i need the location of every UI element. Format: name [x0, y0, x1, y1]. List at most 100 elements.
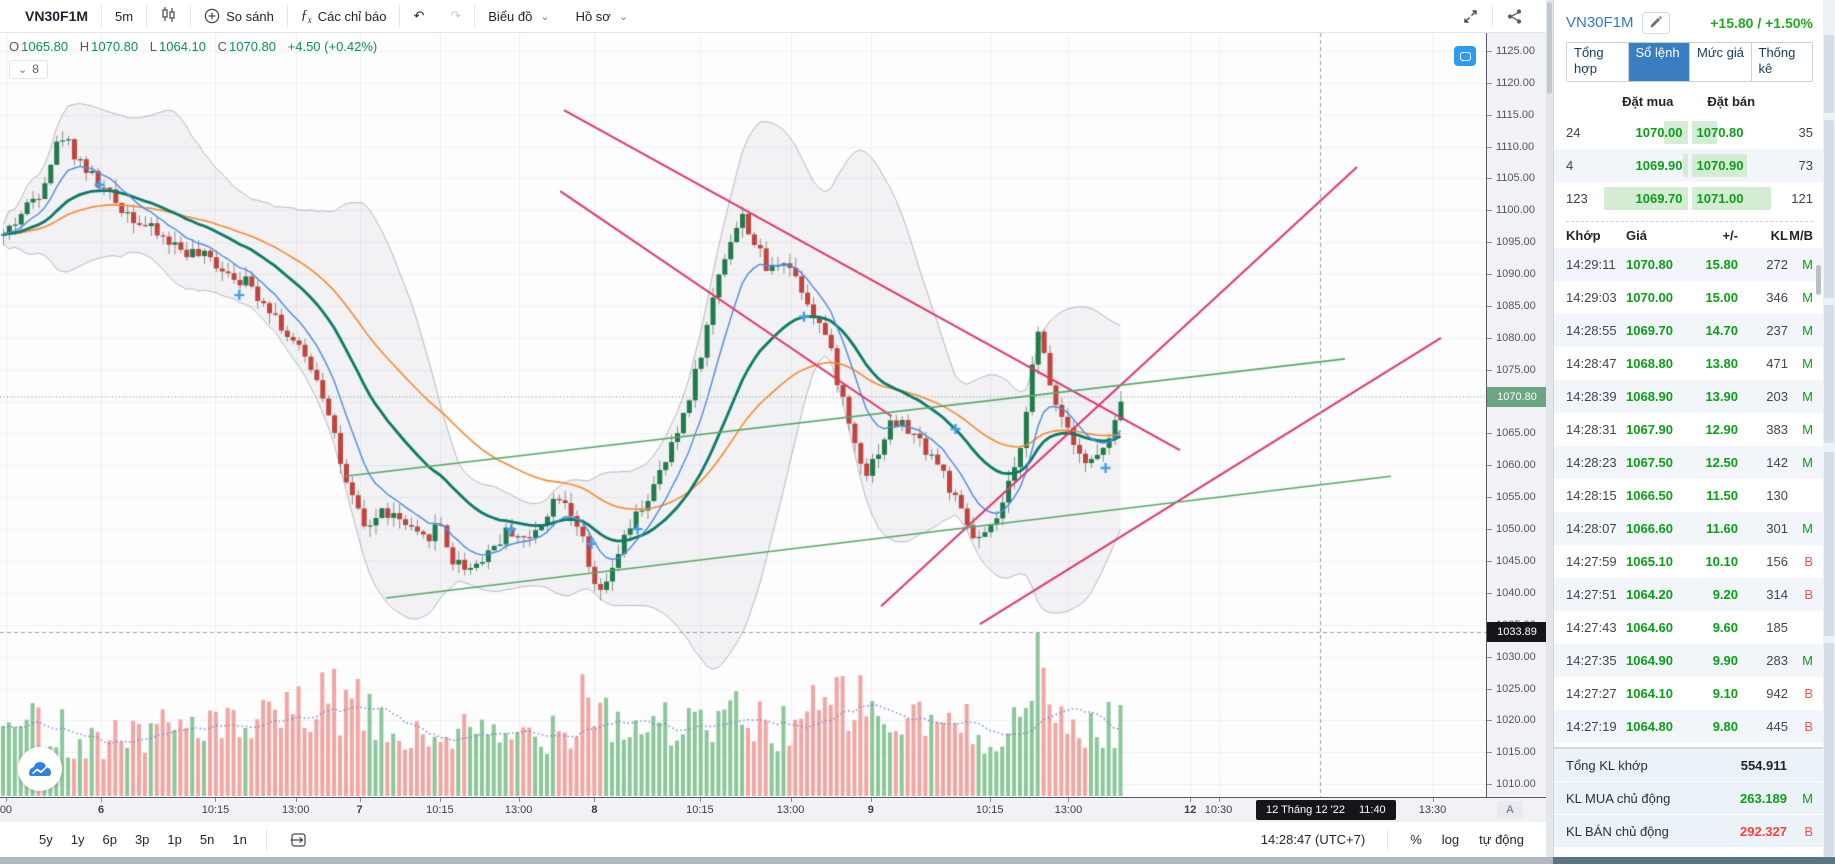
- tab-Mức giá[interactable]: Mức giá: [1690, 43, 1752, 81]
- fx-icon: ƒx: [300, 7, 312, 25]
- time-tick: [870, 798, 872, 802]
- compare-button[interactable]: So sánh: [191, 0, 287, 32]
- trade-time: 14:27:19: [1566, 719, 1617, 734]
- redo-icon: ↷: [450, 8, 462, 23]
- trade-row: 14:28:15 1066.50 11.50 130: [1554, 479, 1823, 512]
- price-tick-label: 1040.00: [1487, 586, 1536, 599]
- trade-time: 14:27:51: [1566, 587, 1617, 602]
- range-button-5n[interactable]: 5n: [199, 832, 215, 847]
- time-tick: [215, 798, 217, 802]
- tab-Tổng hợp[interactable]: Tổng hợp: [1567, 43, 1629, 81]
- range-button-1y[interactable]: 1y: [70, 832, 85, 847]
- trades-list: 14:29:11 1070.80 15.80 272 M 14:29:03 1070.00 1…: [1554, 248, 1823, 743]
- trade-time: 14:28:31: [1566, 422, 1617, 437]
- indicators-collapse-chip[interactable]: ⌄ 8: [9, 60, 48, 79]
- price-axis[interactable]: 1010.001015.001020.001025.001030.001035.…: [1486, 33, 1547, 797]
- trade-side: B: [1804, 587, 1813, 602]
- price-tick-label: 1095.00: [1487, 236, 1536, 249]
- market-depth-panel: VN30F1M +15.80 / +1.50% Tổng hợp Sổ lệnh M…: [1553, 0, 1823, 857]
- trade-price: 1064.80: [1626, 719, 1673, 734]
- order-book-row[interactable]: 24 1070.00 1070.80 35: [1554, 116, 1823, 149]
- trade-volume: 130: [1766, 488, 1788, 503]
- trade-side: M: [1802, 257, 1813, 272]
- range-button-1n[interactable]: 1n: [232, 832, 247, 847]
- screenshot-button[interactable]: [1454, 46, 1476, 66]
- go-to-date-button[interactable]: [277, 822, 321, 857]
- order-book-row[interactable]: 4 1069.90 1070.90 73: [1554, 149, 1823, 182]
- trade-side: M: [1802, 422, 1813, 437]
- bottom-window-strip-panel: [1553, 857, 1835, 864]
- chart-type-button[interactable]: [147, 0, 190, 32]
- trades-scrollbar-thumb[interactable]: [1816, 265, 1821, 295]
- price-tick-label: 1010.00: [1487, 778, 1536, 791]
- fullscreen-button[interactable]: [1449, 8, 1492, 25]
- time-axis-label: 10:15: [426, 804, 454, 816]
- trade-volume: 445: [1766, 719, 1788, 734]
- undo-button[interactable]: ↶: [400, 0, 437, 32]
- volume-summary: Tổng KL khớp 554.911 KL MUA chủ động 263.18…: [1554, 747, 1823, 847]
- summary-row: KL MUA chủ động 263.189 M: [1554, 782, 1823, 814]
- toolbar-divider: [1492, 5, 1493, 27]
- time-axis[interactable]: 12 Tháng 12 '22 11:40 A 00 6 10:15 13:00 7 10:…: [0, 797, 1546, 822]
- scrollbar-thumb[interactable]: [1547, 2, 1552, 94]
- edge-strip-segment: [1824, 643, 1834, 857]
- order-book-row[interactable]: 123 1069.70 1071.00 121: [1554, 182, 1823, 215]
- time-axis-label: 13:00: [776, 804, 805, 816]
- edge-strip-segment: [1824, 35, 1834, 113]
- time-tick: [295, 798, 297, 802]
- range-button-5y[interactable]: 5y: [39, 832, 53, 847]
- clock-timezone-button[interactable]: 14:28:47 (UTC+7): [1260, 832, 1366, 847]
- trade-time: 14:28:39: [1566, 389, 1617, 404]
- platform-logo-button[interactable]: [18, 747, 62, 791]
- price-tick-label: 1055.00: [1487, 491, 1536, 504]
- share-button[interactable]: [1493, 8, 1536, 25]
- profile-menu-button[interactable]: Hồ sơ ⌄: [563, 0, 641, 32]
- trade-price: 1068.80: [1626, 356, 1673, 371]
- panel-symbol: VN30F1M: [1566, 14, 1634, 31]
- interval-button[interactable]: 5m: [115, 8, 134, 24]
- range-button-3p[interactable]: 3p: [134, 832, 150, 847]
- log-scale-button[interactable]: log: [1441, 832, 1460, 847]
- chart-plot-area[interactable]: O 1065.80 H 1070.80 L 1064.10 C 1070.80 +4.5…: [0, 33, 1486, 797]
- time-tick: [439, 798, 441, 802]
- trade-row: 14:27:43 1064.60 9.60 185: [1554, 611, 1823, 644]
- trade-row: 14:29:03 1070.00 15.00 346 M: [1554, 281, 1823, 314]
- trade-time: 14:29:11: [1566, 257, 1616, 272]
- range-button-1p[interactable]: 1p: [167, 832, 182, 847]
- trade-change: 11.50: [1706, 488, 1738, 503]
- auto-scale-toggle[interactable]: tự động: [1479, 832, 1524, 847]
- tab-Sổ lệnh[interactable]: Sổ lệnh: [1628, 43, 1690, 81]
- ask-depth-bar: [1691, 121, 1717, 144]
- bottom-toolbar: 5y 1y 6p 3p 1p 5n 1n 14:28:47 (UTC+7) % log tự…: [0, 822, 1546, 857]
- trade-volume: 346: [1766, 290, 1788, 305]
- trade-time: 14:28:07: [1566, 521, 1617, 536]
- trade-price: 1064.10: [1626, 686, 1673, 701]
- time-axis-label: 10:30: [1204, 804, 1233, 816]
- ask-volume: 73: [1798, 158, 1813, 173]
- time-tick: [1432, 798, 1434, 802]
- time-axis-label: 7: [356, 804, 363, 816]
- tab-Thống kê[interactable]: Thống kê: [1751, 43, 1812, 81]
- right-edge-vertical-tabs[interactable]: [1823, 0, 1835, 864]
- auto-scale-button[interactable]: A: [1497, 801, 1523, 818]
- percent-scale-button[interactable]: %: [1410, 832, 1422, 847]
- trade-price: 1066.60: [1626, 521, 1673, 536]
- high-value: 1070.80: [91, 39, 139, 54]
- price-chart-canvas[interactable]: [0, 33, 1486, 797]
- edge-strip-segment: [1824, 452, 1834, 636]
- trade-row: 14:27:35 1064.90 9.90 283 M: [1554, 644, 1823, 677]
- chart-menu-button[interactable]: Biểu đồ ⌄: [475, 0, 562, 32]
- trades-col-header: Giá: [1626, 228, 1647, 243]
- indicators-button[interactable]: ƒx Các chỉ báo: [288, 0, 400, 32]
- trade-change: 9.10: [1712, 686, 1738, 701]
- symbol-button[interactable]: VN30F1M: [25, 8, 89, 24]
- redo-button[interactable]: ↷: [437, 0, 474, 32]
- time-tick: [101, 798, 103, 802]
- range-button-6p[interactable]: 6p: [102, 832, 117, 847]
- trade-side: M: [1802, 323, 1813, 338]
- chart-menu-label: Biểu đồ: [488, 8, 533, 24]
- trade-time: 14:28:47: [1566, 356, 1617, 371]
- edit-symbol-button[interactable]: [1641, 11, 1670, 34]
- trade-side: M: [1802, 653, 1813, 668]
- page-scrollbar[interactable]: [1546, 0, 1553, 857]
